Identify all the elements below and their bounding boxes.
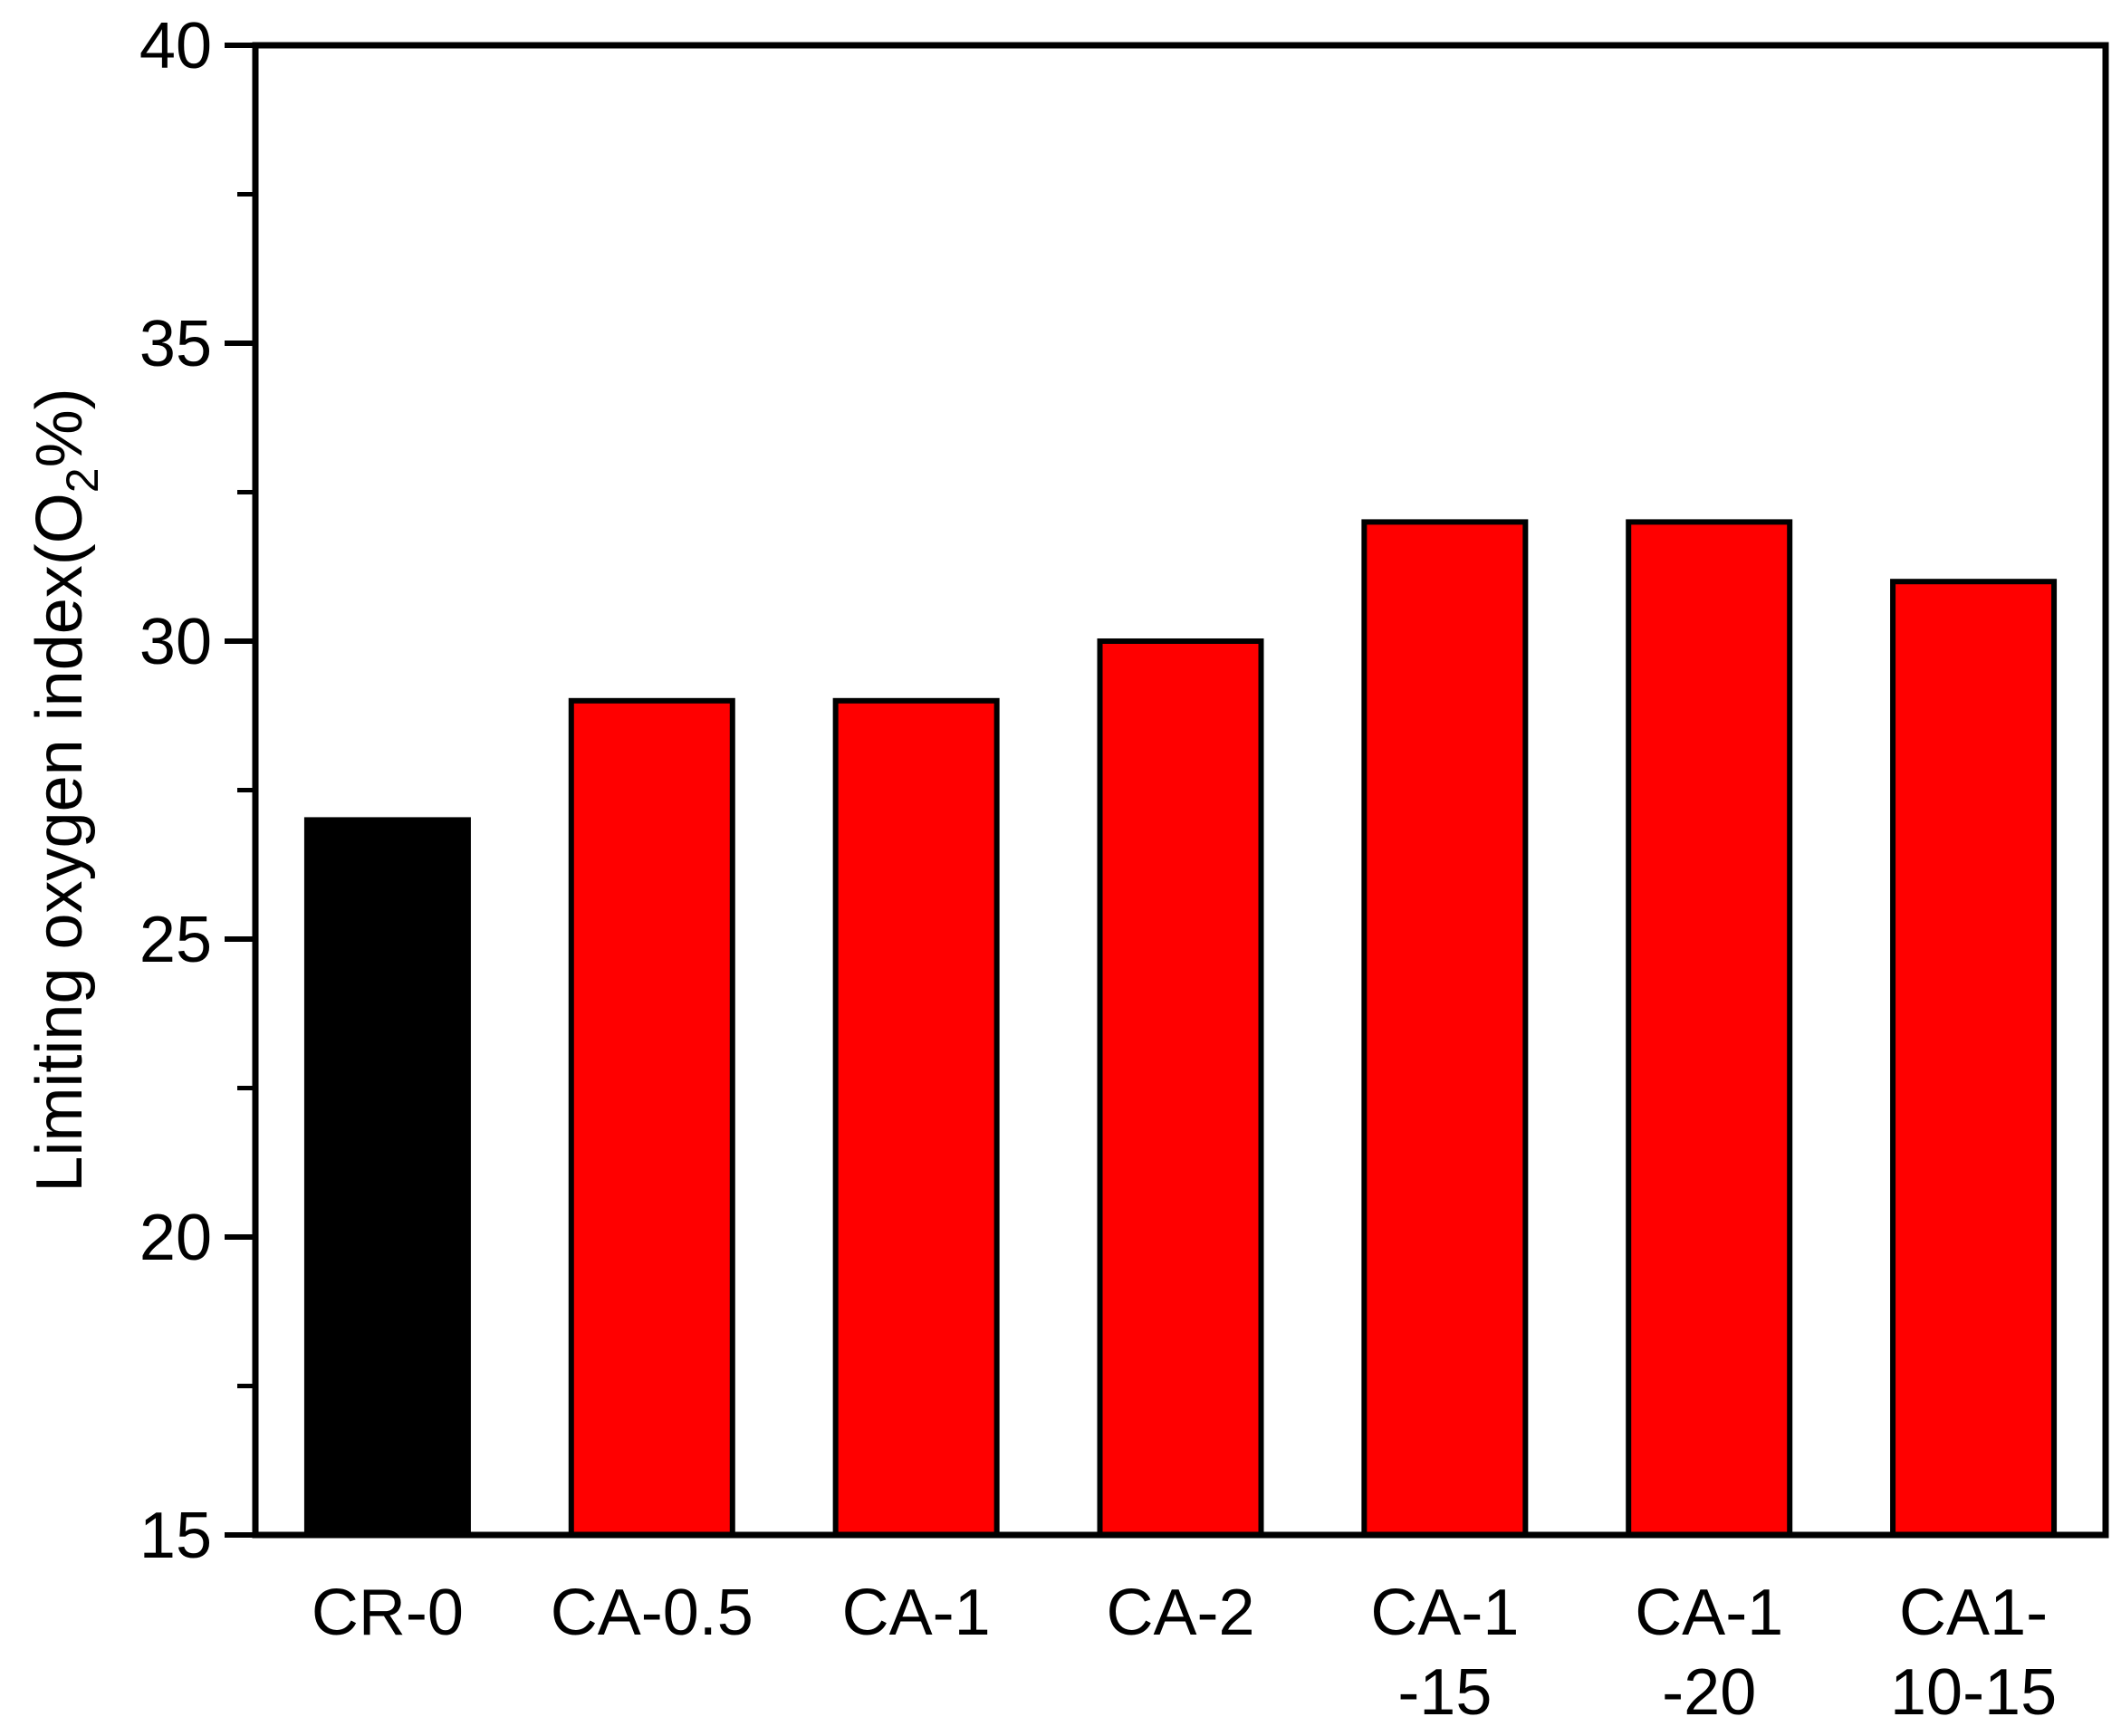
x-tick-label: CA-1 xyxy=(1370,1577,1519,1649)
x-tick-label: CA-2 xyxy=(1106,1577,1254,1649)
x-tick-label: CR-0 xyxy=(312,1577,464,1649)
x-tick-label: CA-0.5 xyxy=(551,1577,753,1649)
y-tick-label: 35 xyxy=(139,308,212,380)
x-tick-label: CA1- xyxy=(1899,1577,2048,1649)
bar-ca-0.5 xyxy=(568,697,735,1538)
x-tick-label: CA-1 xyxy=(1635,1577,1783,1649)
x-tick-label: 10-15 xyxy=(1890,1656,2057,1729)
bar-ca-1-20 xyxy=(1626,519,1793,1538)
x-tick-label: CA-1 xyxy=(842,1577,991,1649)
bar-ca-2 xyxy=(1097,638,1264,1538)
bar-cr-0 xyxy=(303,817,471,1538)
x-tick-label: -15 xyxy=(1397,1656,1492,1729)
y-tick-label: 20 xyxy=(139,1202,212,1274)
y-tick-label: 40 xyxy=(139,10,212,82)
y-tick-label: 25 xyxy=(139,904,212,976)
x-tick-label: -20 xyxy=(1662,1656,1756,1729)
y-tick-label: 30 xyxy=(139,606,212,678)
y-axis-title: Limiting oxygen index(O2%) xyxy=(24,388,108,1192)
plot-border xyxy=(252,42,2109,1539)
y-tick-label: 15 xyxy=(139,1500,212,1572)
x-axis-labels: CR-0 CA-0.5 CA-1 CA-2 CA-1-15CA-1-20CA1-10-1… xyxy=(312,1577,2057,1729)
bar-ca1-10-15 xyxy=(1890,579,2058,1539)
bar-ca-1-15 xyxy=(1361,519,1529,1538)
bar-ca-1 xyxy=(832,697,1000,1538)
bars xyxy=(303,519,2058,1539)
y-axis: 15 20 25 30 35 40 xyxy=(139,10,255,1572)
